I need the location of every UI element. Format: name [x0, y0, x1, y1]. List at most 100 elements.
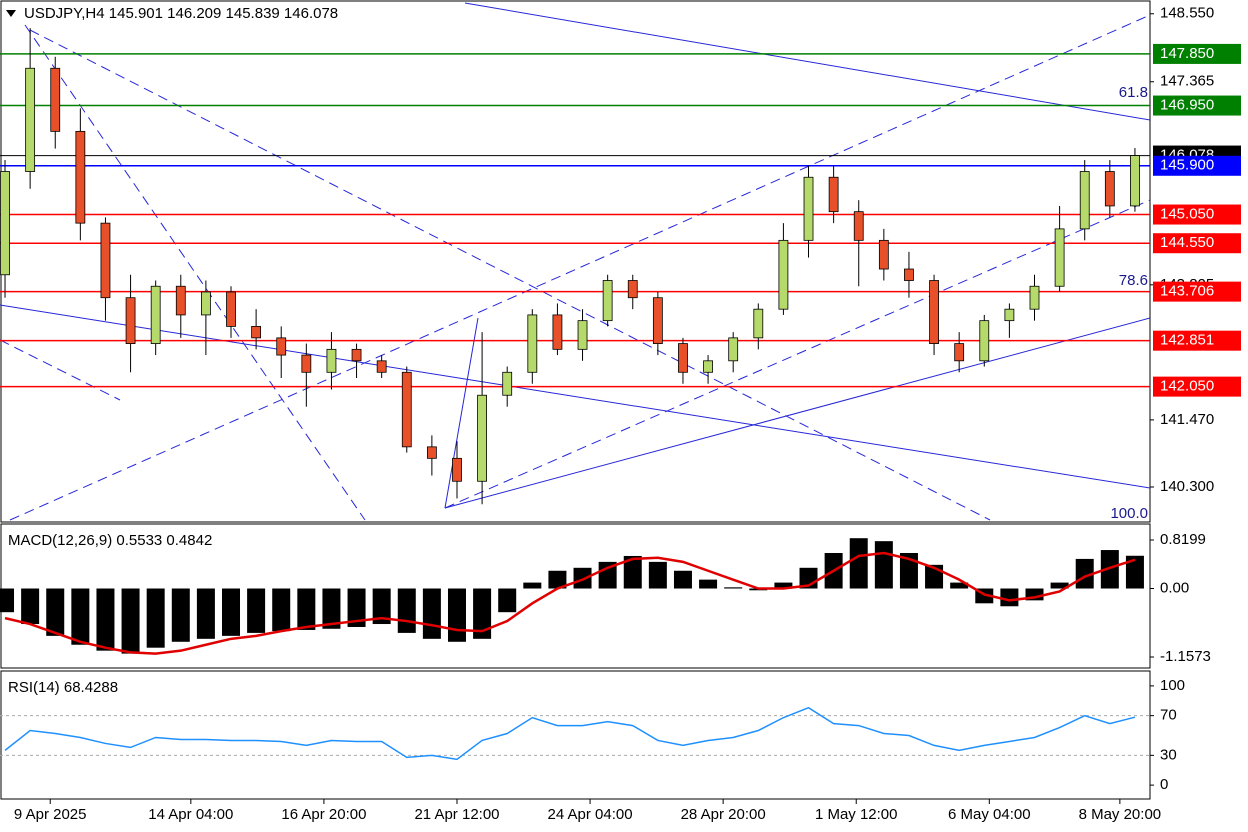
macd-bar: [1100, 550, 1119, 589]
trendline: [0, 304, 1151, 489]
x-tick-label: 14 Apr 04:00: [148, 806, 233, 823]
trendline: [464, 2, 1151, 121]
macd-bar: [1025, 588, 1044, 601]
fib-label: 100.0: [1110, 505, 1148, 522]
x-tick-label: 9 Apr 2025: [14, 806, 87, 823]
y-tick-label: 147.365: [1160, 73, 1214, 90]
level-box: [1153, 330, 1241, 351]
candle-body: [828, 176, 839, 213]
macd-bar: [724, 587, 743, 589]
x-tick-label: 1 May 12:00: [815, 806, 898, 823]
candle-body: [75, 130, 86, 224]
macd-bar: [447, 588, 466, 642]
level-label: 145.050: [1160, 206, 1214, 223]
candle-body: [326, 348, 337, 373]
macd-bar: [899, 553, 918, 589]
level-label: 147.850: [1160, 45, 1214, 62]
level-box: [1153, 43, 1241, 64]
candle-body: [652, 297, 663, 345]
candle-body: [150, 285, 161, 345]
macd-bar: [1125, 555, 1144, 589]
macd-title: MACD(12,26,9) 0.5533 0.4842: [8, 532, 212, 549]
candle-body: [477, 394, 487, 482]
candle-body: [502, 371, 513, 396]
candle-body: [878, 239, 889, 270]
chart-title: USDJPY,H4 145.901 146.209 145.839 146.07…: [24, 5, 338, 22]
candle-body: [904, 268, 914, 281]
y-tick-label: 148.550: [1160, 5, 1214, 22]
level-box: [1153, 204, 1241, 225]
y-tick-label: 0: [1160, 776, 1168, 793]
candle-body: [778, 239, 789, 310]
candle-body: [527, 314, 538, 373]
y-tick-label: 30: [1160, 746, 1177, 763]
candle-body: [426, 446, 437, 459]
candle-body: [125, 297, 136, 345]
level-box: [1153, 281, 1241, 302]
candle-body: [954, 343, 965, 362]
candle-body: [0, 171, 10, 276]
candle-body: [577, 320, 588, 350]
level-label: 143.706: [1160, 283, 1214, 300]
macd-signal: [4, 551, 1136, 655]
x-tick-label: 21 Apr 12:00: [414, 806, 499, 823]
y-tick-label: 0.00: [1160, 579, 1189, 596]
trendline: [444, 317, 1151, 509]
macd-bar: [648, 561, 667, 589]
trendline: [0, 339, 121, 401]
trendlines: [0, 2, 1151, 521]
y-tick-label: -1.1573: [1160, 648, 1211, 665]
x-tick-label: 8 May 20:00: [1079, 806, 1162, 823]
level-box: [1153, 233, 1241, 254]
macd-bar: [573, 567, 592, 589]
level-label: 142.851: [1160, 332, 1214, 349]
candle-body: [200, 291, 211, 316]
macd-bar: [673, 570, 692, 589]
macd-bar: [297, 588, 316, 630]
macd-bar: [171, 588, 190, 642]
x-tick-label: 6 May 04:00: [948, 806, 1031, 823]
macd-bar: [372, 588, 391, 625]
trendline: [29, 29, 991, 521]
candle-body: [1054, 228, 1065, 287]
candle-body: [1130, 155, 1140, 207]
candle-body: [276, 337, 287, 356]
macd-bar: [71, 588, 90, 645]
level-label: 145.900: [1160, 157, 1214, 174]
candle-body: [552, 314, 563, 350]
level-box: [1153, 95, 1241, 116]
level-label: 142.050: [1160, 378, 1214, 395]
candle-body: [929, 280, 939, 345]
macd-bar: [523, 582, 542, 589]
candle-body: [25, 67, 36, 172]
macd-bar: [548, 570, 567, 589]
candle-body: [728, 337, 739, 362]
macd-bar: [222, 588, 241, 636]
macd-bar: [121, 588, 140, 654]
y-tick-label: 70: [1160, 707, 1177, 724]
level-label: 144.550: [1160, 234, 1214, 251]
candle-body: [853, 211, 864, 241]
y-tick-label: 140.300: [1160, 478, 1214, 495]
macd-bar: [950, 582, 969, 589]
candle-body: [175, 285, 186, 316]
macd-bar: [146, 588, 165, 648]
macd-bar: [96, 588, 115, 651]
rsi-panel: [0, 670, 1151, 800]
macd-bar: [397, 588, 416, 633]
macd-bar: [849, 538, 868, 589]
candle-body: [351, 348, 362, 362]
level-label: 146.950: [1160, 97, 1214, 114]
level-box: [1153, 376, 1241, 397]
x-tick-label: 24 Apr 04:00: [548, 806, 633, 823]
menu-arrow[interactable]: [6, 10, 16, 17]
macd-bar: [21, 588, 40, 625]
fib-label: 78.6: [1119, 272, 1148, 289]
trendline: [444, 199, 1151, 509]
candle-body: [678, 343, 688, 373]
macd-bar: [498, 588, 517, 613]
macd-bar: [699, 579, 718, 589]
macd-bar: [422, 588, 441, 639]
rsi-title: RSI(14) 68.4288: [8, 679, 118, 696]
